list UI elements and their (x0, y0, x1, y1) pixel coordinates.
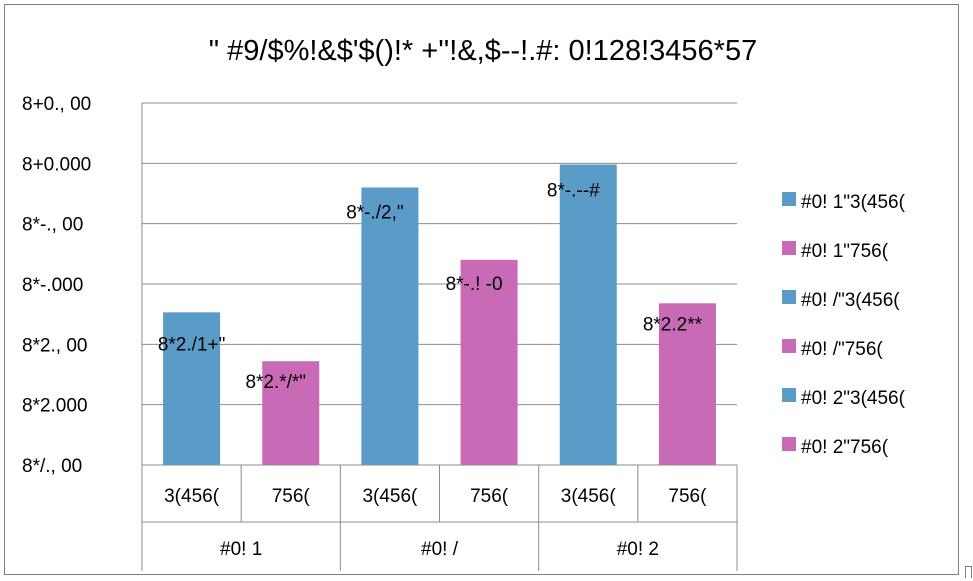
y-tick-label: 8*-.000 (22, 275, 83, 296)
bar-chart: " #9/$%!&$'$()!* +''!&,$--!.#: 0!128!345… (22, 35, 906, 571)
legend-entry: #0! 2"3(456( (801, 388, 906, 409)
bar (559, 164, 617, 466)
legend-swatch (782, 437, 796, 451)
bar (361, 187, 419, 465)
group-label: #0! 2 (617, 539, 659, 560)
y-tick-label: 8*2., 00 (22, 335, 88, 356)
data-label: 8*-.--# (547, 181, 600, 202)
y-tick-label: 8*-., 00 (22, 215, 83, 236)
bar (460, 259, 518, 465)
bar (163, 312, 221, 465)
bars (163, 164, 716, 466)
corner-mark (965, 566, 972, 578)
legend: #0! 1"3(456( #0! 1"756( #0! /"3(456( #0! /"… (782, 192, 906, 458)
category-label: 3(456( (561, 486, 617, 507)
y-tick-label: 8+0., 00 (22, 94, 91, 115)
chart-title: " #9/$%!&$'$()!* +''!&,$--!.#: 0!128!345… (209, 35, 757, 67)
legend-entry: #0! /"3(456( (801, 290, 900, 311)
category-label: 756( (272, 486, 311, 507)
data-label: 8*2./1+" (158, 334, 226, 355)
chart-frame: " #9/$%!&$'$()!* +''!&,$--!.#: 0!128!345… (4, 4, 959, 575)
y-tick-label: 8*/., 00 (22, 456, 82, 477)
data-label: 8*2.2** (643, 314, 703, 335)
legend-entry: #0! 1"756( (801, 241, 889, 262)
data-label: 8*2.*/*" (245, 372, 306, 393)
category-label: 3(456( (164, 486, 220, 507)
legend-swatch (782, 290, 796, 304)
y-tick-label: 8*2.000 (22, 396, 88, 417)
group-label: #0! 1 (220, 539, 262, 560)
legend-entry: #0! /"756( (801, 339, 883, 360)
category-label: 756( (668, 486, 707, 507)
legend-entry: #0! 2"756( (801, 437, 889, 458)
legend-swatch (782, 241, 796, 255)
group-label: #0! / (421, 539, 459, 560)
gridlines (142, 102, 737, 466)
bar (658, 303, 716, 465)
data-labels: 8*2./1+" 8*2.*/*" 8*-./2," 8*-.! -0 8*-.--# 8… (158, 181, 703, 394)
y-tick-label: 8+0.000 (22, 154, 91, 175)
category-label: 3(456( (362, 486, 418, 507)
legend-entry: #0! 1"3(456( (801, 192, 906, 213)
legend-swatch (782, 388, 796, 402)
y-axis-ticks: 8*/., 00 8*2.000 8*2., 00 8*-.000 8*-., 00 8+… (22, 94, 91, 477)
legend-swatch (782, 339, 796, 353)
data-label: 8*-.! -0 (446, 274, 503, 295)
legend-swatch (782, 192, 796, 206)
bar (262, 361, 320, 465)
category-label: 756( (470, 486, 509, 507)
data-label: 8*-./2," (346, 202, 403, 223)
x-axis: 3(456( 756( 3(456( 756( 3(456( 756( #0! 1 #0! /… (141, 103, 738, 571)
